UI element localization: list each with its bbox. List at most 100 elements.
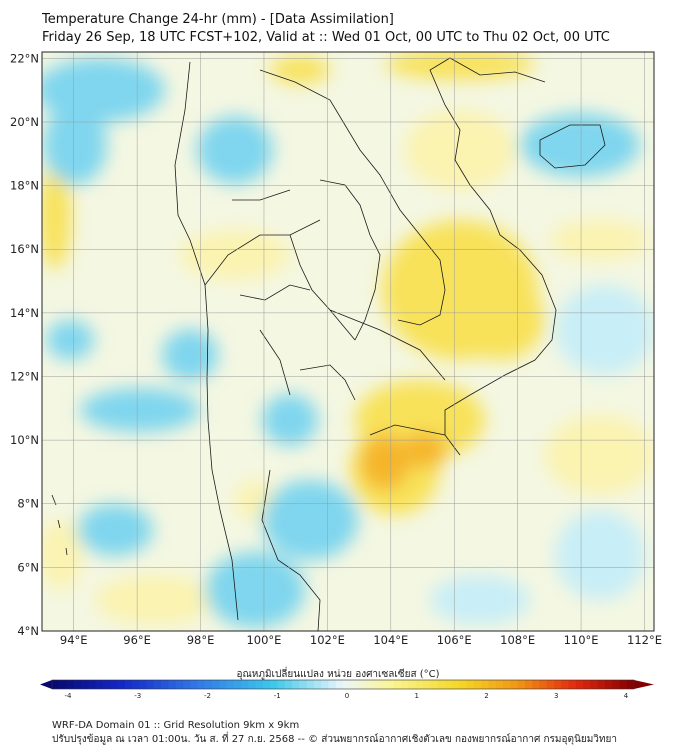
colorbar-segment bbox=[204, 680, 213, 689]
colorbar-segment bbox=[328, 680, 337, 689]
colorbar-segment bbox=[386, 680, 395, 689]
colorbar-segment bbox=[59, 680, 67, 689]
colorbar-segment bbox=[52, 680, 60, 689]
plot-frame bbox=[41, 51, 655, 632]
colorbar-segment bbox=[335, 680, 344, 689]
colorbar-segment bbox=[321, 680, 329, 689]
colorbar-segment bbox=[270, 680, 278, 689]
cool-area bbox=[46, 320, 94, 360]
warm-area bbox=[42, 160, 71, 270]
colorbar-segment bbox=[146, 680, 155, 689]
cool-area bbox=[555, 510, 645, 600]
colorbar-segment bbox=[153, 680, 162, 689]
colorbar-segment bbox=[233, 680, 242, 689]
lat-tick-label: 14°N bbox=[10, 306, 39, 320]
map-title: Temperature Change 24-hr (mm) - [Data As… bbox=[42, 12, 394, 27]
colorbar-segment bbox=[73, 680, 82, 689]
colorbar-segment bbox=[175, 680, 184, 689]
cool-area bbox=[262, 394, 318, 446]
lon-tick-label: 96°E bbox=[123, 633, 151, 647]
cool-area bbox=[197, 116, 273, 184]
warm-area bbox=[545, 415, 654, 495]
cool-area bbox=[162, 329, 218, 381]
lon-tick-label: 106°E bbox=[437, 633, 472, 647]
colorbar-tick-label: 4 bbox=[624, 692, 629, 700]
colorbar-segment bbox=[539, 680, 548, 689]
cool-area bbox=[77, 504, 153, 556]
colorbar-segment bbox=[372, 680, 380, 689]
colorbar-tick-label: 2 bbox=[484, 692, 488, 700]
colorbar-segment bbox=[262, 680, 271, 689]
colorbar-min-arrow bbox=[40, 680, 52, 689]
colorbar-segment bbox=[597, 680, 606, 689]
colorbar-segment bbox=[110, 680, 118, 689]
colorbar-segment bbox=[379, 680, 388, 689]
colorbar-segment bbox=[277, 680, 286, 689]
colorbar-segment bbox=[124, 680, 133, 689]
colorbar-segment bbox=[219, 680, 227, 689]
colorbar-max-arrow bbox=[634, 680, 654, 689]
warm-area bbox=[550, 220, 650, 260]
latitude-labels: 22°N 20°N 18°N 16°N 14°N 12°N 10°N 8°N 6°N 4°N bbox=[10, 51, 39, 638]
map-subtitle: Friday 26 Sep, 18 UTC FCST+102, Valid at… bbox=[42, 30, 610, 45]
inland-border bbox=[232, 69, 446, 396]
colorbar-segment bbox=[313, 680, 322, 689]
lat-tick-label: 4°N bbox=[17, 624, 39, 638]
cool-area bbox=[43, 105, 107, 185]
colorbar-segment bbox=[408, 680, 417, 689]
island-hainan bbox=[539, 124, 606, 169]
warm-area bbox=[95, 575, 215, 625]
colorbar-segment bbox=[452, 680, 460, 689]
colorbar-segment bbox=[357, 680, 366, 689]
longitude-labels: 94°E 96°E 98°E 100°E 102°E 104°E 106°E 108°E 110… bbox=[60, 633, 662, 647]
colorbar-segment bbox=[510, 680, 518, 689]
lon-tick-label: 94°E bbox=[60, 633, 88, 647]
colorbar-segment bbox=[139, 680, 147, 689]
colorbar-segment bbox=[132, 680, 140, 689]
footer-domain-info: WRF-DA Domain 01 :: Grid Resolution 9km … bbox=[52, 720, 300, 731]
country-boundaries bbox=[51, 57, 606, 631]
footer-credit: ปรับปรุงข้อมูล ณ เวลา 01:00น. วัน ส. ที่… bbox=[52, 734, 617, 745]
colorbar-segment bbox=[583, 680, 591, 689]
colorbar-segment bbox=[444, 680, 453, 689]
colorbar-title: อุณหภูมิเปลี่ยนแปลง หน่วย องศาเซลเซียส (… bbox=[236, 669, 440, 680]
colorbar-segment bbox=[561, 680, 569, 689]
colorbar-tick-label: -3 bbox=[134, 692, 141, 700]
colorbar-segment bbox=[284, 680, 293, 689]
warm-core bbox=[360, 434, 410, 490]
cool-area bbox=[555, 285, 654, 375]
island-andaman bbox=[51, 494, 68, 556]
temperature-field bbox=[42, 52, 654, 631]
warm-area bbox=[270, 56, 330, 84]
cool-area bbox=[262, 480, 358, 560]
colorbar-segment bbox=[292, 680, 300, 689]
cool-area bbox=[520, 113, 640, 177]
colorbar-segment bbox=[248, 680, 257, 689]
colorbar-segment bbox=[604, 680, 613, 689]
warm-area bbox=[455, 280, 545, 360]
colorbar-segment bbox=[590, 680, 599, 689]
colorbar-segment bbox=[495, 680, 504, 689]
lat-tick-label: 6°N bbox=[17, 560, 39, 574]
colorbar-segment bbox=[546, 680, 555, 689]
lon-tick-label: 112°E bbox=[627, 633, 662, 647]
colorbar-tick-label: 0 bbox=[345, 692, 349, 700]
lat-tick-label: 22°N bbox=[10, 51, 39, 65]
colorbar-segment bbox=[437, 680, 446, 689]
colorbar bbox=[40, 679, 654, 690]
colorbar-segment bbox=[364, 680, 373, 689]
colorbar-tick-label: -1 bbox=[274, 692, 281, 700]
colorbar-segment bbox=[430, 680, 438, 689]
colorbar-segment bbox=[161, 680, 169, 689]
colorbar-segment bbox=[568, 680, 577, 689]
colorbar-segment bbox=[241, 680, 249, 689]
colorbar-tick-label: -2 bbox=[204, 692, 211, 700]
colorbar-segment bbox=[299, 680, 308, 689]
lat-tick-label: 18°N bbox=[10, 179, 39, 193]
colorbar-segment bbox=[117, 680, 126, 689]
lat-tick-label: 10°N bbox=[10, 433, 39, 447]
colorbar-ticks: -4 -3 -2 -1 0 1 2 3 4 bbox=[65, 692, 629, 700]
lat-tick-label: 20°N bbox=[10, 115, 39, 129]
colorbar-segment bbox=[532, 680, 540, 689]
colorbar-segment bbox=[182, 680, 191, 689]
